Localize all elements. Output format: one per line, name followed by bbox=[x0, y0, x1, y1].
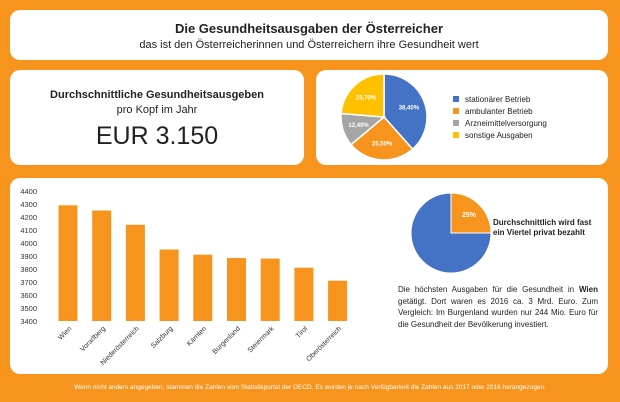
y-tick-label: 3400 bbox=[20, 317, 37, 326]
bar bbox=[159, 249, 179, 321]
y-tick-label: 4300 bbox=[20, 200, 37, 209]
legend-item: ambulanter Betrieb bbox=[453, 106, 547, 118]
y-tick-label: 4100 bbox=[20, 226, 37, 235]
bar bbox=[260, 258, 280, 321]
pie-slice-3 bbox=[340, 73, 385, 118]
share-slice-0 bbox=[450, 192, 492, 234]
share-slice-1 bbox=[410, 192, 492, 274]
legend-item: sonstige Ausgaben bbox=[453, 130, 547, 142]
legend-swatch bbox=[453, 95, 459, 102]
x-tick-label: Burgenland bbox=[212, 325, 242, 355]
y-tick-label: 4200 bbox=[20, 213, 37, 222]
state-bar-chart: 3400 3500 3600 3700 3800 3900 4000 4100 4200 4300… bbox=[20, 187, 492, 367]
legend-label: sonstige Ausgaben bbox=[465, 131, 533, 140]
pie-slice-label: 23,70% bbox=[356, 95, 377, 101]
pie-slice-1 bbox=[349, 115, 414, 161]
legend-item: stationärer Betrieb bbox=[453, 94, 547, 106]
y-tick-label: 3800 bbox=[20, 265, 37, 274]
description-part1: Die höchsten Ausgaben für die Gesundheit… bbox=[398, 285, 579, 294]
x-tick-label: Kärnten bbox=[186, 325, 208, 347]
average-heading: Durchschnittliche Gesundheitsausgeben bbox=[50, 89, 264, 101]
legend-label: Arzneimittelversorgung bbox=[465, 119, 547, 128]
footer-note: Wenn nicht anders angegeben, stammen die… bbox=[74, 384, 546, 391]
pie-slice-label: 38,40% bbox=[399, 105, 420, 111]
x-tick-label: Oberösterreich bbox=[305, 325, 343, 363]
pie-slice-label: 25,50% bbox=[372, 142, 393, 148]
page-title: Die Gesundheitsausgaben der Österreicher bbox=[174, 21, 444, 36]
bar bbox=[125, 224, 145, 321]
description-text: Die höchsten Ausgaben für die Gesundheit… bbox=[398, 284, 598, 330]
y-tick-label: 4400 bbox=[20, 187, 37, 196]
average-card: Durchschnittliche Gesundheitsausgeben pr… bbox=[10, 70, 304, 165]
bar bbox=[193, 254, 213, 321]
bar bbox=[92, 210, 112, 321]
legend-swatch bbox=[453, 131, 459, 138]
legend-label: stationärer Betrieb bbox=[465, 95, 531, 104]
x-tick-label: Steiermark bbox=[247, 325, 276, 354]
legend-label: ambulanter Betrieb bbox=[465, 107, 533, 116]
pie-slice-0 bbox=[383, 73, 428, 151]
x-tick-label: Tirol bbox=[295, 325, 310, 340]
y-tick-label: 3900 bbox=[20, 252, 37, 261]
expense-pie-chart: 38,40% 25,50% 12,40% 23,70% bbox=[340, 73, 428, 161]
average-value: EUR 3.150 bbox=[95, 122, 219, 150]
description-highlight: Wien bbox=[578, 285, 598, 294]
description-part2: getätigt. Dort waren es 2016 ca. 3 Mrd. … bbox=[398, 296, 598, 329]
pie-legend: stationärer Betrieb ambulanter Betrieb Arz… bbox=[453, 94, 547, 142]
x-tick-label: Vorarlberg bbox=[79, 325, 107, 353]
share-percent-label: 25% bbox=[462, 212, 477, 219]
legend-swatch bbox=[453, 107, 459, 114]
title-card: Die Gesundheitsausgaben der Österreicher… bbox=[10, 10, 608, 60]
private-share-label: Durchschnittlich wird fast ein Viertel p… bbox=[493, 218, 592, 237]
legend-item: Arzneimittelversorgung bbox=[453, 118, 547, 130]
bar bbox=[58, 205, 78, 321]
x-tick-label: Wien bbox=[57, 325, 73, 341]
x-tick-label: Salzburg bbox=[150, 325, 175, 350]
pie-slice-label: 12,40% bbox=[348, 123, 369, 129]
legend-swatch bbox=[453, 119, 459, 126]
average-subheading: pro Kopf im Jahr bbox=[116, 104, 198, 116]
page-subtitle: das ist den Österreicherinnen und Österr… bbox=[139, 39, 479, 51]
y-tick-label: 4000 bbox=[20, 239, 37, 248]
bar-card: 3400 3500 3600 3700 3800 3900 4000 4100 4200 4300… bbox=[10, 178, 608, 374]
y-tick-label: 3700 bbox=[20, 278, 37, 287]
y-tick-label: 3600 bbox=[20, 291, 37, 300]
bar bbox=[294, 267, 314, 321]
pie-card: 38,40% 25,50% 12,40% 23,70% stationärer Bet… bbox=[316, 70, 608, 165]
bar bbox=[328, 280, 348, 321]
y-tick-label: 3500 bbox=[20, 304, 37, 313]
bar bbox=[227, 257, 246, 321]
